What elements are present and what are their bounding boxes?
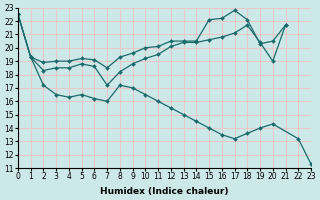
X-axis label: Humidex (Indice chaleur): Humidex (Indice chaleur) bbox=[100, 187, 229, 196]
